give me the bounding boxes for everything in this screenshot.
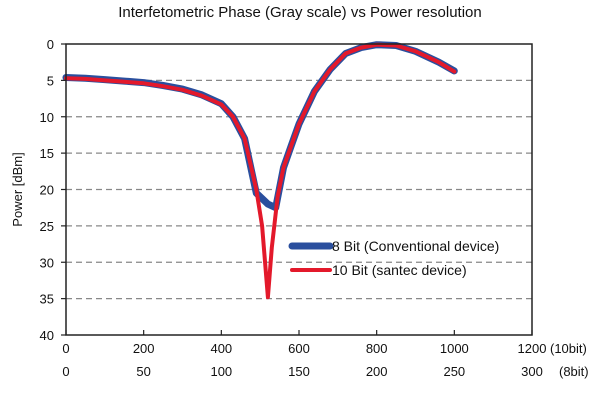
x-tick-label-8bit: 300 xyxy=(521,364,543,379)
x-tick-label-8bit: 100 xyxy=(210,364,232,379)
y-ticks: 0 5 10 15 20 25 30 35 40 xyxy=(40,37,66,343)
x-tick-label-10bit: 200 xyxy=(133,341,155,356)
y-tick-label: 30 xyxy=(40,255,54,270)
x-unit-10bit: (10bit) xyxy=(550,341,587,356)
y-tick-label: 15 xyxy=(40,146,54,161)
x-unit-8bit: (8bit) xyxy=(559,364,589,379)
y-tick-label: 20 xyxy=(40,183,54,198)
x-tick-label-8bit: 0 xyxy=(62,364,69,379)
x-tick-label-10bit: 0 xyxy=(62,341,69,356)
x-tick-label-8bit: 250 xyxy=(443,364,465,379)
x-tick-label-10bit: 800 xyxy=(366,341,388,356)
x-ticks: 0 0 200 50 400 100 600 150 800 200 1000 250 1200 300 xyxy=(62,330,546,379)
x-tick-label-10bit: 600 xyxy=(288,341,310,356)
y-tick-label: 40 xyxy=(40,328,54,343)
x-tick-label-10bit: 1000 xyxy=(440,341,469,356)
x-tick-label-8bit: 200 xyxy=(366,364,388,379)
y-tick-label: 0 xyxy=(47,37,54,52)
series-line-8bit xyxy=(62,41,458,212)
x-tick-label-10bit: 400 xyxy=(210,341,232,356)
legend-label: 8 Bit (Conventional device) xyxy=(332,238,499,254)
series-group xyxy=(62,41,458,300)
x-tick-label-10bit: 1200 xyxy=(518,341,547,356)
series-line-10bit xyxy=(64,42,457,300)
chart-title: Interfetometric Phase (Gray scale) vs Po… xyxy=(118,4,482,21)
y-tick-label: 35 xyxy=(40,292,54,307)
y-tick-label: 10 xyxy=(40,110,54,125)
x-tick-label-8bit: 50 xyxy=(136,364,150,379)
legend-label: 10 Bit (santec device) xyxy=(332,262,467,278)
legend: 8 Bit (Conventional device) 10 Bit (sante… xyxy=(288,238,499,278)
y-axis-label: Power [dBm] xyxy=(10,152,25,226)
y-tick-label: 5 xyxy=(47,73,54,88)
x-tick-label-8bit: 150 xyxy=(288,364,310,379)
y-tick-label: 25 xyxy=(40,219,54,234)
